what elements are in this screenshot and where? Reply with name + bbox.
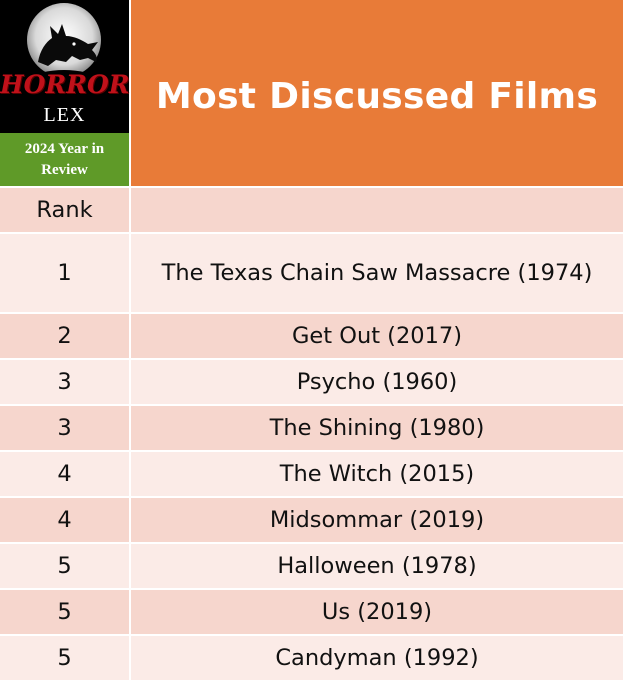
rank-cell: 1: [0, 234, 129, 312]
film-cell: Get Out (2017): [131, 314, 623, 358]
table-row: 5 Us (2019): [0, 590, 623, 634]
rank-cell: 4: [0, 498, 129, 542]
rank-cell: 3: [0, 406, 129, 450]
horror-lex-logo: HORROR LEX 2024 Year in Review: [0, 0, 130, 186]
film-cell: The Shining (1980): [131, 406, 623, 450]
table-row: 1 The Texas Chain Saw Massacre (1974): [0, 234, 623, 312]
rank-column-header: Rank: [0, 188, 129, 232]
film-cell: Us (2019): [131, 590, 623, 634]
film-cell: Midsommar (2019): [131, 498, 623, 542]
table-header-row: Rank: [0, 188, 623, 232]
table-row: 5 Halloween (1978): [0, 544, 623, 588]
rank-cell: 3: [0, 360, 129, 404]
page-title: Most Discussed Films: [155, 75, 599, 117]
table-row: 3 The Shining (1980): [0, 406, 623, 450]
table-row: 4 Midsommar (2019): [0, 498, 623, 542]
rank-cell: 5: [0, 590, 129, 634]
header: HORROR LEX 2024 Year in Review Most Disc…: [0, 0, 623, 186]
film-cell: Psycho (1960): [131, 360, 623, 404]
table-row: 5 Candyman (1992): [0, 636, 623, 680]
rank-cell: 2: [0, 314, 129, 358]
table-row: 4 The Witch (2015): [0, 452, 623, 496]
film-cell: The Witch (2015): [131, 452, 623, 496]
film-cell: Candyman (1992): [131, 636, 623, 680]
moon-wolf-logo-icon: [0, 0, 129, 135]
logo-subtitle: LEX: [43, 104, 86, 126]
rank-cell: 4: [0, 452, 129, 496]
year-in-review-band: 2024 Year in Review: [0, 133, 129, 186]
rank-cell: 5: [0, 636, 129, 680]
table-row: 3 Psycho (1960): [0, 360, 623, 404]
film-column-header: [131, 188, 623, 232]
logo-title: HORROR: [0, 70, 130, 99]
year-in-review-label: 2024 Year in Review: [24, 140, 105, 178]
table-row: 2 Get Out (2017): [0, 314, 623, 358]
film-cell: Halloween (1978): [131, 544, 623, 588]
page-title-cell: Most Discussed Films: [131, 0, 623, 186]
rank-cell: 5: [0, 544, 129, 588]
film-cell: The Texas Chain Saw Massacre (1974): [131, 234, 623, 312]
